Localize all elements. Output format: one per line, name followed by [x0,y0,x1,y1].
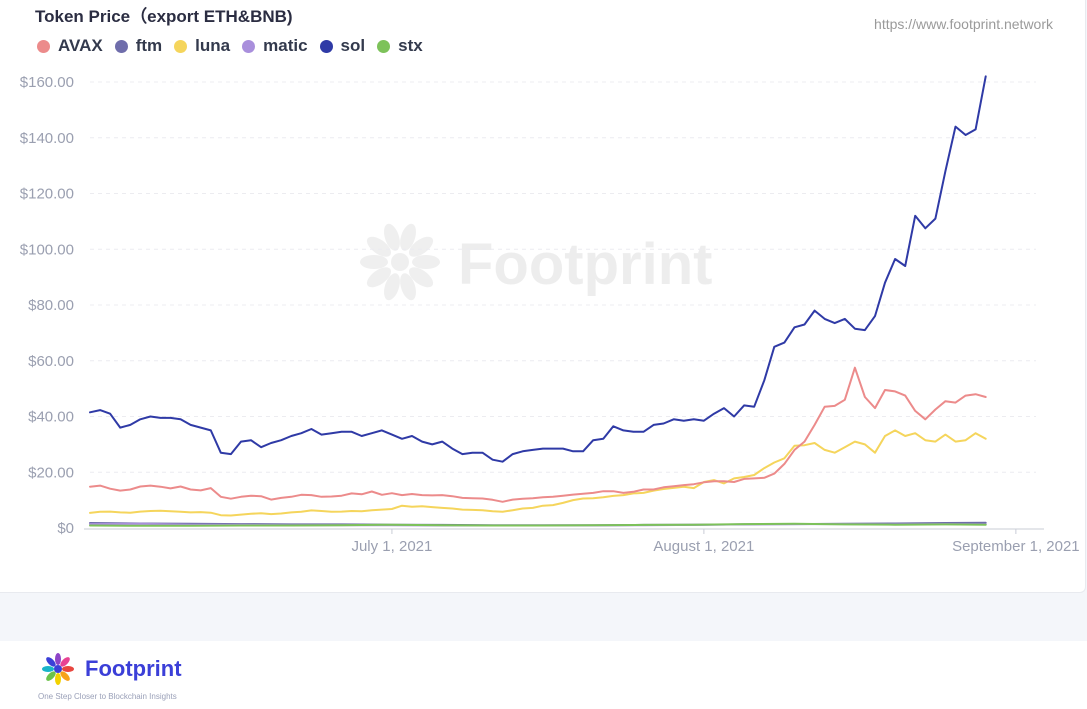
legend-item-stx[interactable]: stx [377,36,423,56]
y-tick-label: $20.00 [28,464,74,481]
footprint-logo-icon [42,653,74,685]
watermark-petal [408,267,434,288]
watermark-petal [412,255,440,269]
source-link[interactable]: https://www.footprint.network [874,16,1053,32]
legend-dot-icon [377,39,391,53]
chart-title: Token Price（export ETH&BNB) [35,7,293,26]
chart-card: Token Price（export ETH&BNB) https://www.… [0,0,1086,593]
legend-dot-icon [319,39,333,53]
x-tick-label: August 1, 2021 [653,538,754,555]
logo-petal [46,657,56,667]
series-line-avax[interactable] [89,366,987,503]
y-tick-label: $60.00 [28,353,74,370]
footprint-watermark: Footprint [360,223,712,301]
legend-item-luna[interactable]: luna [174,36,230,56]
series-line-luna[interactable] [89,429,987,517]
footer-logo[interactable]: Footprint [37,651,182,687]
x-tick-label: September 1, 2021 [952,538,1080,555]
logo-petal [62,666,74,672]
watermark-petal [366,267,392,288]
y-tick-label: $80.00 [28,297,74,314]
logo-petal [55,673,61,685]
chart-legend: AVAX ftm luna matic sol stx [37,34,435,58]
y-tick-label: $0 [57,520,74,537]
legend-dot-icon [242,39,256,53]
watermark-petal [360,255,388,269]
watermark-petal [400,273,416,301]
footer-brand: Footprint [85,656,182,681]
legend-item-matic[interactable]: matic [242,36,308,56]
series-line-sol[interactable] [89,75,987,463]
legend-label: sol [340,36,366,55]
legend-label: matic [263,36,308,55]
x-tick-label: July 1, 2021 [351,538,432,555]
legend-dot-icon [37,39,50,53]
legend-item-sol[interactable]: sol [319,36,366,56]
footer-tagline: One Step Closer to Blockchain Insights [38,692,177,701]
watermark-petal [384,223,400,251]
x-axis: July 1, 2021 August 1, 2021 September 1, 2… [84,528,1080,555]
legend-label: ftm [135,36,163,55]
series-line-stx[interactable] [89,522,987,527]
series-lines [89,75,987,527]
legend-label: stx [398,36,423,55]
legend-label: AVAX [58,36,103,55]
logo-petal [55,653,61,665]
legend-item-ftm[interactable]: ftm [114,36,163,56]
footer: Footprint One Step Closer to Blockchain … [0,641,1087,709]
watermark-petal [366,236,392,257]
y-tick-label: $120.00 [20,186,74,203]
legend-label: luna [195,36,231,55]
logo-petal [46,671,56,681]
watermark-petal [384,273,400,301]
logo-petal [60,657,70,667]
watermark-text: Footprint [458,232,712,297]
y-tick-label: $160.00 [20,74,74,91]
legend-dot-icon [114,39,128,53]
watermark-petal [400,223,416,251]
logo-petal [42,666,54,672]
legend-dot-icon [174,39,188,53]
y-tick-label: $40.00 [28,409,74,426]
logo-petal [60,671,70,681]
grid-lines [90,81,1036,473]
watermark-petal [408,236,434,257]
line-chart: Footprint $0 $20.00 $40.00 $60.00 $80.00 $100… [20,74,1080,555]
legend-item-avax[interactable]: AVAX [37,36,103,56]
y-axis: $0 $20.00 $40.00 $60.00 $80.00 $100.00 $120.00… [20,74,74,537]
y-tick-label: $140.00 [20,130,74,147]
y-tick-label: $100.00 [20,241,74,258]
